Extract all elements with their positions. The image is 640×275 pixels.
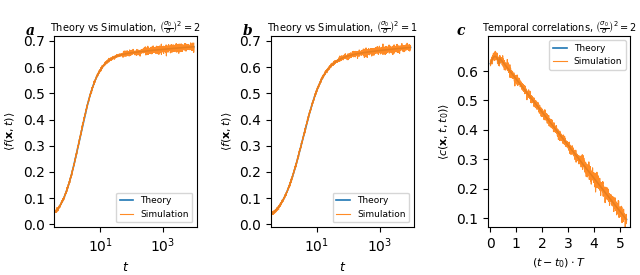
Theory [268, 212, 276, 215]
Theory [573, 155, 581, 159]
Simulation [190, 42, 198, 45]
Simulation [52, 210, 60, 214]
Simulation [486, 59, 494, 63]
Theory [159, 48, 167, 51]
Y-axis label: $\langle f(\mathbf{x}, t) \rangle$: $\langle f(\mathbf{x}, t) \rangle$ [220, 112, 234, 151]
Theory [330, 62, 337, 65]
Theory [282, 192, 290, 195]
Line: Theory: Theory [272, 48, 410, 214]
Simulation [161, 45, 168, 48]
Line: Simulation: Simulation [56, 43, 194, 212]
Y-axis label: $\langle c(\mathbf{x}, t, t_0) \rangle$: $\langle c(\mathbf{x}, t, t_0) \rangle$ [437, 103, 451, 160]
Text: b: b [243, 24, 252, 38]
Simulation [621, 227, 629, 230]
Theory [113, 55, 120, 58]
Simulation [406, 44, 414, 48]
Theory [590, 176, 598, 180]
Title: Theory vs Simulation, $\left(\frac{\sigma_0}{\sigma}\right)^2 = 1$: Theory vs Simulation, $\left(\frac{\sigm… [267, 19, 418, 36]
Theory [604, 194, 612, 197]
Theory [162, 48, 170, 51]
Theory [379, 49, 387, 52]
Simulation [403, 45, 410, 48]
Text: c: c [456, 24, 465, 38]
Simulation [275, 204, 283, 207]
Simulation [403, 45, 410, 49]
Line: Theory: Theory [56, 47, 194, 212]
Simulation [492, 50, 499, 53]
Simulation [52, 210, 60, 214]
Simulation [115, 54, 123, 57]
Line: Simulation: Simulation [272, 43, 410, 214]
Simulation [545, 119, 552, 122]
Simulation [269, 213, 276, 216]
X-axis label: $t$: $t$ [122, 261, 129, 274]
Simulation [623, 219, 630, 223]
Simulation [332, 61, 340, 64]
Theory [147, 49, 154, 52]
Text: a: a [26, 24, 35, 38]
Simulation [187, 41, 195, 45]
Theory [566, 145, 573, 149]
Theory [52, 210, 60, 213]
Legend: Theory, Simulation: Theory, Simulation [549, 40, 626, 70]
X-axis label: $t$: $t$ [339, 261, 346, 274]
Theory [623, 218, 630, 221]
Legend: Theory, Simulation: Theory, Simulation [333, 192, 409, 222]
Legend: Theory, Simulation: Theory, Simulation [116, 192, 193, 222]
Theory [491, 55, 499, 58]
Theory [66, 180, 74, 183]
Theory [364, 51, 371, 54]
Simulation [186, 45, 194, 48]
Title: Temporal correlations, $\left(\frac{\sigma_0}{\sigma}\right)^2 = 2$: Temporal correlations, $\left(\frac{\sig… [482, 19, 637, 36]
Theory [108, 57, 115, 60]
Simulation [378, 46, 385, 50]
Simulation [403, 42, 411, 45]
Theory [376, 49, 384, 52]
Line: Theory: Theory [490, 56, 627, 219]
Theory [406, 46, 414, 49]
Simulation [503, 65, 511, 69]
Simulation [119, 52, 127, 55]
Simulation [59, 200, 67, 203]
Theory [190, 45, 198, 48]
Simulation [547, 122, 555, 126]
Theory [324, 67, 332, 71]
Simulation [186, 46, 194, 50]
X-axis label: $(t - t_0) \cdot T$: $(t - t_0) \cdot T$ [532, 256, 586, 270]
Y-axis label: $\langle f(\mathbf{x}, t) \rangle$: $\langle f(\mathbf{x}, t) \rangle$ [4, 112, 17, 151]
Line: Simulation: Simulation [490, 51, 627, 229]
Simulation [564, 144, 572, 148]
Title: Theory vs Simulation, $\left(\frac{\sigma_0}{\sigma}\right)^2 = 2$: Theory vs Simulation, $\left(\frac{\sigm… [51, 19, 201, 36]
Theory [570, 150, 577, 153]
Simulation [497, 60, 505, 64]
Theory [495, 60, 503, 64]
Simulation [336, 57, 344, 60]
Theory [486, 62, 494, 65]
Simulation [268, 212, 276, 216]
Simulation [550, 130, 557, 133]
